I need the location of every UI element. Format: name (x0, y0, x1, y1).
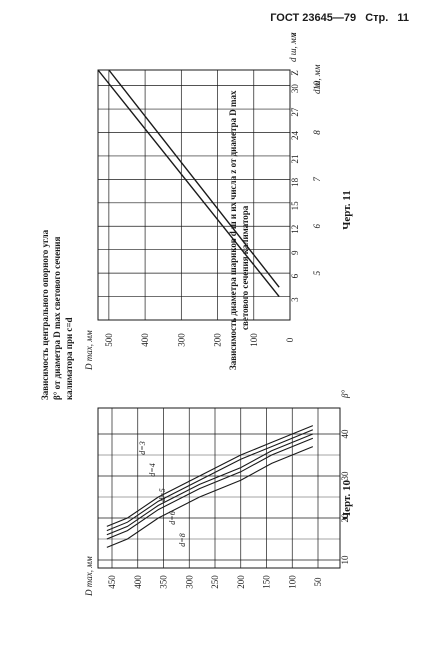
fig11-z-ticks: 3 6 9 12 15 18 21 24 27 30 Z (290, 70, 300, 302)
fig11-z-line-label: z (288, 32, 298, 37)
fig11-z-tick-label: 21 (290, 154, 300, 163)
fig11-z-tick-label: 27 (290, 107, 300, 117)
fig10-caption: Зависимость центрального опорного угла β… (40, 229, 74, 400)
fig11-z-tick-label: 15 (290, 201, 300, 211)
fig11-label: Черт. 11 (341, 190, 353, 229)
fig11-d-tick-label: 10 (312, 81, 322, 91)
fig11-y-tick-label: 200 (213, 333, 223, 347)
fig10-curve-label: d=3 (138, 441, 147, 454)
fig11-z-tick-label: 30 (290, 84, 300, 94)
fig11-y-axis-label: D max, мм (84, 330, 94, 371)
fig10-curve-label: d=8 (178, 533, 187, 546)
fig10-curve-labels: d=3d=4 d=5 d=6d=8 (138, 441, 187, 546)
fig10-y-tick-label: 100 (287, 575, 297, 589)
fig11-y-tick-label: 100 (249, 333, 259, 347)
fig10-curves (106, 425, 314, 548)
fig11-z-tick-label: Z (290, 70, 300, 76)
fig10-curve-label: d=6 (168, 511, 177, 524)
fig10-x-ticks: 10 20 30 40 (340, 429, 350, 565)
fig11-d-tick-label: 8 (312, 130, 322, 135)
fig10-y-tick-label: 400 (133, 575, 143, 589)
gost-number: ГОСТ 23645—79 (270, 12, 357, 24)
fig10-y-tick-label: 450 (107, 575, 117, 589)
fig10-caption-line-3: калиматора при c=d (64, 317, 74, 400)
fig11-y-tick-label: 300 (176, 333, 186, 347)
fig10-curve-d=4 (106, 429, 314, 532)
fig11-lines (97, 69, 280, 297)
fig11: Зависимость диаметра шариков d ш и их чи… (84, 32, 353, 371)
fig10-caption-line-2: β° от диаметра D max светового сечения (52, 237, 62, 400)
fig11-z-tick-label: 12 (290, 225, 300, 234)
fig10-y-ticks: 450 400 350 300 250 200 150 100 50 (107, 575, 323, 589)
fig10-x-tick-label: 30 (340, 471, 350, 481)
fig10-x-tick-label: 10 (340, 555, 350, 565)
fig11-y-tick-label: 500 (104, 333, 114, 347)
fig11-bottom-axis-label: d ш, мм (312, 64, 322, 94)
fig10-y-tick-label: 150 (262, 575, 272, 589)
fig11-line-z (108, 69, 280, 288)
fig10-curve-d=3 (106, 425, 314, 527)
fig11-z-tick-label: 6 (290, 273, 300, 278)
fig11-d-ticks: 5 6 7 8 10 (312, 81, 322, 276)
fig10-caption-line-1: Зависимость центрального опорного угла (40, 229, 50, 400)
fig11-caption-line-1: Зависимость диаметра шариков d ш и их чи… (228, 90, 238, 370)
fig10-curve-d=6 (106, 437, 314, 540)
fig11-z-tick-label: 3 (290, 297, 300, 302)
fig11-grid (97, 69, 291, 321)
fig10-curve-d=5 (106, 433, 314, 536)
fig11-d-tick-label: 6 (312, 224, 322, 229)
fig11-y-tick-label: 0 (285, 337, 295, 342)
fig11-z-tick-label: 9 (290, 250, 300, 255)
fig10-curve-label: d=4 (148, 463, 157, 476)
fig11-z-tick-label: 24 (290, 131, 300, 141)
fig10-x-tick-label: 20 (340, 513, 350, 523)
fig11-y-tick-label: 400 (140, 333, 150, 347)
page-label: Стр. (365, 12, 389, 24)
fig10-label: Черт. 10 (341, 480, 353, 521)
fig10-y-axis-label: D max, мм (84, 556, 94, 597)
fig10-y-tick-label: 350 (159, 575, 169, 589)
fig11-caption: Зависимость диаметра шариков d ш и их чи… (228, 90, 250, 370)
fig11-top-axis-label: d ш, мм (288, 32, 298, 62)
fig10-y-tick-label: 50 (313, 577, 323, 587)
fig10-y-tick-label: 300 (184, 575, 194, 589)
fig10-y-tick-label: 200 (236, 575, 246, 589)
fig10: Зависимость центрального опорного угла β… (40, 229, 353, 597)
page-header: ГОСТ 23645—79 Стр. 11 (264, 12, 409, 24)
fig10-x-tick-label: 40 (340, 429, 350, 439)
fig11-z-tick-label: 18 (290, 177, 300, 187)
fig10-grid (97, 407, 341, 569)
fig10-curve-label: d=5 (158, 488, 167, 501)
fig11-y-ticks: 500 400 300 200 100 0 (104, 333, 295, 347)
fig10-curve-d=8 (106, 446, 314, 548)
page-number: 11 (397, 12, 409, 24)
fig11-d-tick-label: 5 (312, 270, 322, 275)
fig11-d-tick-label: 7 (312, 177, 322, 182)
fig10-y-tick-label: 250 (210, 575, 220, 589)
fig10-x-axis-label: β° (340, 390, 350, 399)
fig11-line-d (97, 69, 280, 297)
fig11-caption-line-2: светового сечения калиматора (240, 205, 250, 330)
